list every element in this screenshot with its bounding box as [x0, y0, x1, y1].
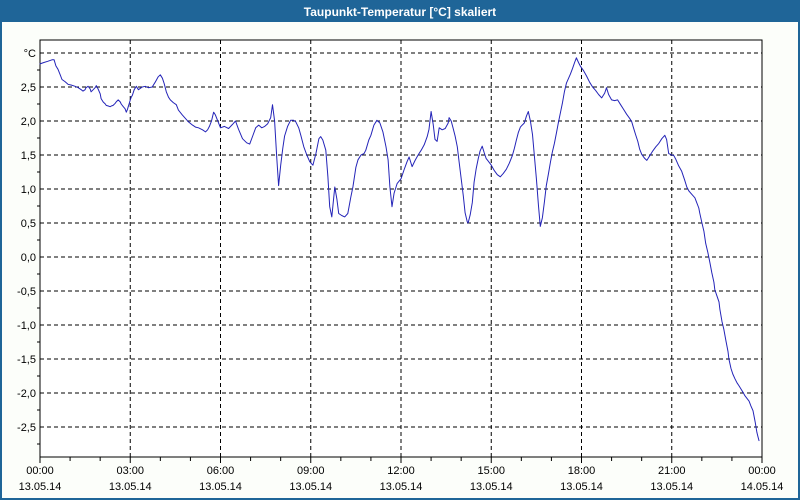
plot-area [39, 39, 763, 458]
y-tick-label: -1,0 [17, 320, 36, 332]
y-tick-label: -0,5 [17, 286, 36, 298]
x-tick-date-label: 13.05.14 [380, 481, 423, 493]
x-tick-time-label: 21:00 [658, 465, 686, 477]
x-tick-date-label: 13.05.14 [19, 481, 62, 493]
window-titlebar: Taupunkt-Temperatur [°C] skaliert [2, 2, 798, 22]
y-tick-label: -2,5 [17, 422, 36, 434]
chart-canvas: 2,5 2,0 1,5 1,0 0,5 0,0 -0,5 -1,0 -1,5 -2,0 -2,5 °C… [17, 39, 784, 493]
x-tick-date-label: 13.05.14 [199, 481, 242, 493]
x-tick-date-label: 13.05.14 [560, 481, 603, 493]
x-tick-date-label: 13.05.14 [109, 481, 152, 493]
series-line [39, 57, 760, 442]
chart-area: 2,5 2,0 1,5 1,0 0,5 0,0 -0,5 -1,0 -1,5 -2,0 -2,5 °C… [2, 22, 798, 498]
x-tick-time-label: 09:00 [297, 465, 325, 477]
x-tick-date-label: 13.05.14 [470, 481, 513, 493]
y-axis-unit-label: °C [24, 48, 36, 60]
x-tick-time-label: 03:00 [116, 465, 144, 477]
x-tick-date-label: 14.05.14 [741, 481, 784, 493]
y-tick-label: 1,0 [21, 184, 36, 196]
x-tick-time-label: 00:00 [26, 465, 54, 477]
y-tick-label: -1,5 [17, 354, 36, 366]
x-tick-time-label: 00:00 [748, 465, 776, 477]
window-title: Taupunkt-Temperatur [°C] skaliert [303, 5, 497, 19]
y-tick-label: 1,5 [21, 150, 36, 162]
y-tick-label: 2,5 [21, 82, 36, 94]
x-tick-date-label: 13.05.14 [289, 481, 332, 493]
y-tick-label: 0,0 [21, 252, 36, 264]
y-tick-label: 0,5 [21, 218, 36, 230]
x-tick-time-label: 18:00 [568, 465, 596, 477]
x-tick-date-label: 13.05.14 [650, 481, 693, 493]
x-tick-time-label: 12:00 [387, 465, 415, 477]
x-tick-time-label: 15:00 [477, 465, 505, 477]
y-tick-label: -2,0 [17, 388, 36, 400]
x-tick-time-label: 06:00 [207, 465, 235, 477]
y-tick-label: 2,0 [21, 116, 36, 128]
